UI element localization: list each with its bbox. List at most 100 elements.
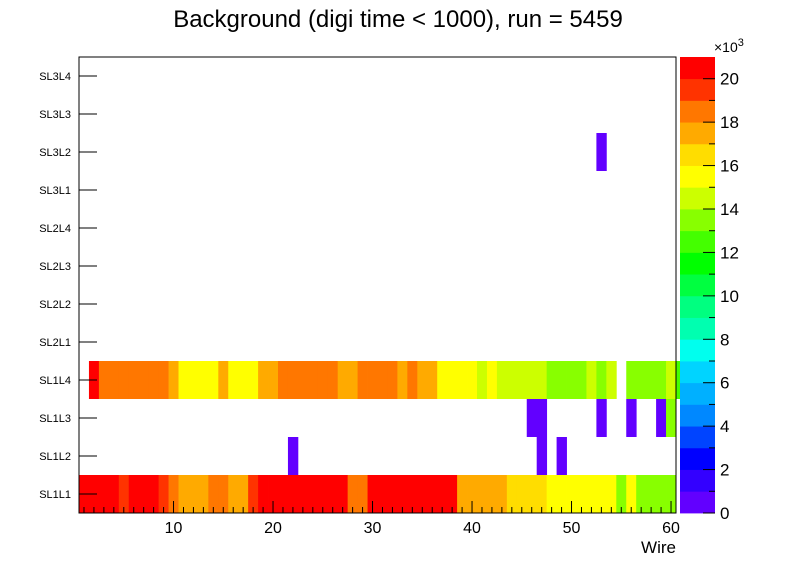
heatmap-cell [268,475,279,513]
color-scale-segment [680,100,715,123]
color-scale-segment [680,57,715,80]
heatmap-cell [377,361,388,399]
heatmap-cell [248,475,259,513]
y-tick-label: SL3L1 [39,185,71,197]
heatmap-cell [397,361,408,399]
y-tick-label: SL1L2 [39,451,71,463]
heatmap-cell [536,475,548,513]
heatmap-cell [457,475,468,513]
heatmap-cell [606,361,617,399]
heatmap-cell [656,361,667,399]
heatmap-cell [626,399,637,437]
heatmap-cell [526,399,538,437]
heatmap-cell [437,475,448,513]
heatmap-cell [108,361,120,399]
color-scale-segment [680,274,715,297]
color-scale-segment [680,491,715,514]
heatmap-cell [238,361,249,399]
heatmap-cell [178,475,189,513]
heatmap-cell [526,475,538,513]
heatmap-cell [556,475,567,513]
heatmap-cell [536,399,548,437]
chart-title: Background (digi time < 1000), run = 545… [173,6,623,33]
color-scale-segment [680,339,715,362]
heatmap-cell [138,475,150,513]
heatmap-cell [596,133,607,171]
heatmap-cell [327,361,339,399]
heatmap-cell [367,475,378,513]
color-scale-segment [680,447,715,470]
plot-frame [78,56,677,514]
heatmap-cell [198,361,209,399]
color-scale-exponent-power: 3 [738,37,744,49]
heatmap-cell [586,361,597,399]
heatmap-cell [138,361,150,399]
heatmap-cell [168,475,179,513]
color-scale-segment [680,382,715,405]
heatmap-cell [447,361,458,399]
heatmap-cell [566,361,577,399]
y-tick-label: SL3L3 [39,109,71,121]
x-tick-label: 10 [165,520,183,537]
heatmap-cell [496,361,508,399]
heatmap-cell [596,475,607,513]
heatmap-cell [178,361,189,399]
color-scale-segment [680,295,715,318]
y-tick-label: SL1L3 [39,413,71,425]
heatmap-cell [158,475,169,513]
heatmap-cell [208,475,219,513]
heatmap-cell [417,475,428,513]
heatmap-cell [347,475,358,513]
heatmap-cell [467,475,478,513]
color-scale-segment [680,426,715,449]
heatmap-cell [198,475,209,513]
heatmap-cell [526,361,538,399]
heatmap-cell [616,475,627,513]
y-tick-label: SL2L2 [39,299,71,311]
heatmap-cell [357,475,368,513]
heatmap-cell [626,361,637,399]
x-tick-label: 60 [662,520,680,537]
heatmap-cell [556,361,567,399]
color-scale-segment [680,122,715,145]
heatmap-cell [546,475,557,513]
color-scale-tick-label: 4 [720,417,729,436]
color-scale-exponent-label: ×10 [714,39,738,55]
heatmap-cell [118,475,130,513]
color-scale-segment [680,209,715,232]
heatmap-cell [258,361,269,399]
color-scale-tick-label: 2 [720,461,729,480]
heatmap-cell [218,475,229,513]
heatmap-cell [556,437,567,475]
heatmap-cell [238,475,249,513]
heatmap-cell [208,361,219,399]
heatmap-cell [586,475,597,513]
heatmap-cell [437,361,448,399]
heatmap-cell [536,361,548,399]
heatmap-cell [566,475,577,513]
heatmap-cell [188,475,199,513]
x-tick-label: 40 [463,520,481,537]
color-scale-tick-label: 8 [720,330,729,349]
heatmap-cell [417,361,428,399]
heatmap-cell [128,361,140,399]
heatmap-cell [666,361,677,399]
heatmap-cell [357,361,368,399]
heatmap-cell [327,475,339,513]
heatmap-cell [427,361,438,399]
heatmap-cell [218,361,229,399]
heatmap-cell [337,361,349,399]
heatmap-cell [387,361,398,399]
color-scale-segment [680,230,715,253]
heatmap-cell [317,475,329,513]
heatmap-cell [297,475,309,513]
heatmap-cell [656,399,667,437]
y-tick-label: SL3L4 [39,71,71,83]
color-scale-tick-label: 0 [720,504,729,523]
heatmap-cell [666,475,677,513]
heatmap-cell [397,475,408,513]
y-tick-label: SL1L1 [39,489,71,501]
heatmap-cell [516,361,528,399]
